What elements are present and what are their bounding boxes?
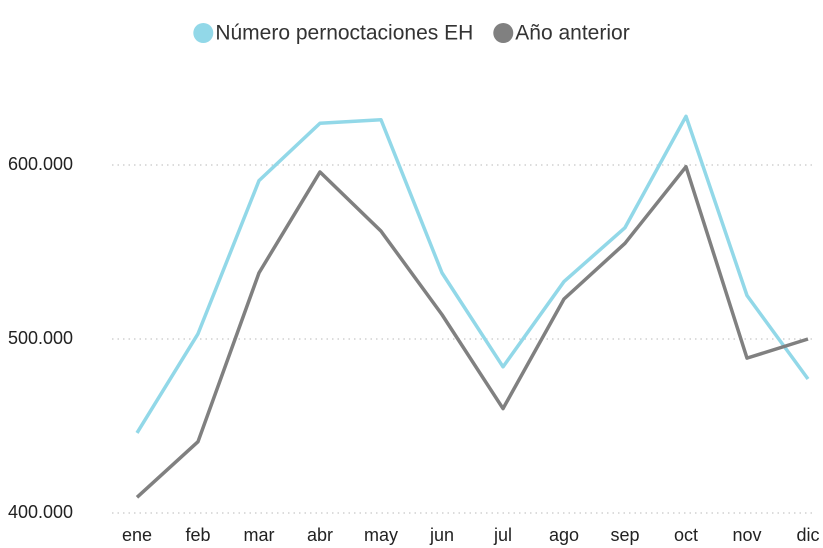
series-line xyxy=(135,164,809,499)
x-tick-label: mar xyxy=(244,525,275,545)
x-tick-label: feb xyxy=(185,525,210,545)
x-tick-label: abr xyxy=(307,525,333,545)
x-tick-label: nov xyxy=(732,525,761,545)
y-tick-label: 400.000 xyxy=(8,502,73,522)
legend: Número pernoctaciones EH Año anterior xyxy=(193,22,630,45)
x-tick-label: ene xyxy=(122,525,152,545)
x-tick-label: jun xyxy=(429,525,454,545)
legend-marker xyxy=(193,23,214,43)
legend-label: Año anterior xyxy=(515,22,629,45)
legend-marker xyxy=(493,23,514,43)
x-tick-label: sep xyxy=(610,525,639,545)
y-tick-label: 500.000 xyxy=(8,328,73,348)
y-tick-label: 600.000 xyxy=(8,154,73,174)
legend-label: Número pernoctaciones EH xyxy=(215,22,473,45)
x-tick-label: jul xyxy=(493,525,512,545)
x-tick-label: dic xyxy=(796,525,819,545)
x-tick-label: may xyxy=(364,525,398,545)
x-tick-label: ago xyxy=(549,525,579,545)
series-line xyxy=(135,114,810,434)
x-tick-label: oct xyxy=(674,525,698,545)
